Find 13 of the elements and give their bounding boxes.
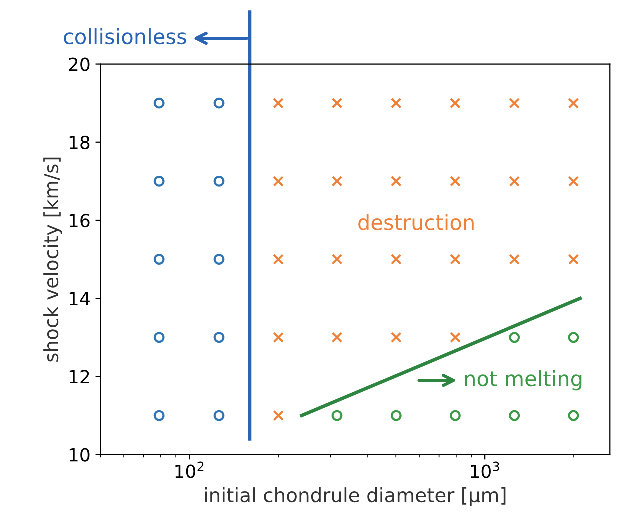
y-tick-label: 10 (70, 448, 90, 462)
y-axis-title: shock velocity [km/s] (44, 158, 62, 362)
x-tick-label: 10$^{3}$ (471, 462, 500, 478)
x-axis-title: initial chondrule diameter [µm] (205, 488, 506, 506)
x-tick-label: 10$^{2}$ (176, 462, 204, 478)
y-tick-label: 18 (70, 136, 90, 150)
series-label: not melting (465, 370, 582, 391)
y-tick-label: 20 (69, 58, 90, 72)
series-label: destruction (358, 214, 474, 230)
ref-line-label: collisionless (64, 28, 186, 45)
y-tick-label: 16 (70, 214, 90, 228)
y-tick-label: 12 (70, 370, 90, 384)
y-tick-label: 14 (70, 292, 90, 306)
